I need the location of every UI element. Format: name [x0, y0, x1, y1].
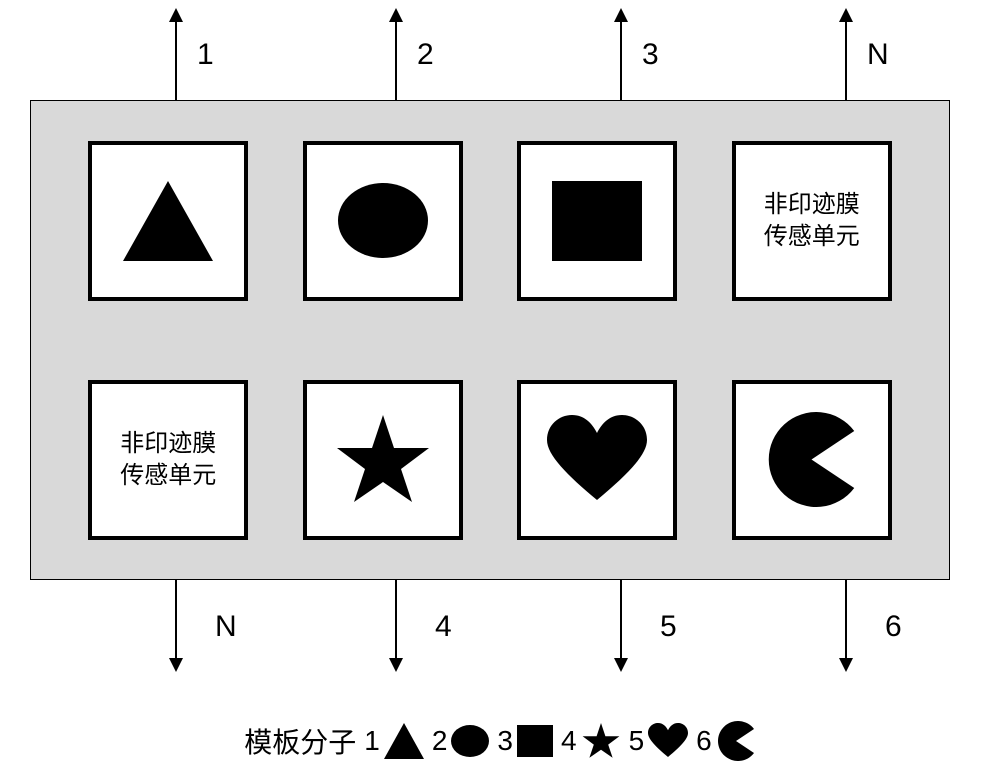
- text-line-2: 传感单元: [764, 223, 860, 250]
- text-line-2: 传感单元: [120, 462, 216, 489]
- legend-item-1: 1: [364, 723, 424, 759]
- pacman-icon: [764, 412, 859, 507]
- row-1: 非印迹膜 传感单元: [31, 101, 949, 340]
- legend-item-4: 4: [561, 721, 621, 761]
- legend-item-5: 5: [629, 723, 689, 759]
- cell-nonimprint-top: 非印迹膜 传感单元: [732, 141, 892, 301]
- legend-prefix: 模板分子: [244, 721, 356, 761]
- arrow-label: 6: [885, 610, 902, 644]
- cell-pacman: [732, 380, 892, 540]
- arrow-line: [620, 580, 622, 670]
- legend: 模板分子 1 2 3 4 5 6: [0, 721, 1000, 761]
- arrow-cell-n-bottom: N: [175, 580, 177, 670]
- arrow-cell-1: 1: [175, 10, 214, 100]
- square-icon: [552, 181, 642, 261]
- arrow-line: [175, 10, 177, 100]
- text-line-1: 非印迹膜: [764, 191, 860, 218]
- arrow-line: [395, 10, 397, 100]
- legend-num: 4: [561, 725, 577, 757]
- circle-icon: [338, 183, 428, 258]
- arrow-label: 5: [660, 610, 677, 644]
- cell-text: 非印迹膜 传感单元: [120, 428, 216, 490]
- star-icon: [581, 721, 621, 761]
- text-line-1: 非印迹膜: [120, 430, 216, 457]
- cell-square: [517, 141, 677, 301]
- cell-triangle: [88, 141, 248, 301]
- cell-heart: [517, 380, 677, 540]
- arrow-line: [620, 10, 622, 100]
- triangle-icon: [384, 723, 424, 759]
- heart-icon: [648, 723, 688, 759]
- arrow-line: [175, 580, 177, 670]
- legend-num: 6: [696, 725, 712, 757]
- arrow-label: N: [215, 610, 237, 644]
- square-icon: [517, 725, 553, 757]
- arrow-line: [395, 580, 397, 670]
- circle-icon: [451, 725, 489, 757]
- arrow-label: 4: [435, 610, 452, 644]
- arrow-cell-6: 6: [845, 580, 847, 670]
- arrow-line: [845, 580, 847, 670]
- arrow-cell-4: 4: [395, 580, 397, 670]
- legend-num: 1: [364, 725, 380, 757]
- legend-item-2: 2: [432, 725, 490, 757]
- arrow-cell-3: 3: [620, 10, 659, 100]
- arrow-line: [845, 10, 847, 100]
- legend-num: 3: [497, 725, 513, 757]
- heart-icon: [547, 415, 647, 505]
- cell-circle: [303, 141, 463, 301]
- cell-text: 非印迹膜 传感单元: [764, 189, 860, 251]
- cell-star: [303, 380, 463, 540]
- arrow-label: N: [867, 38, 889, 72]
- legend-item-6: 6: [696, 721, 756, 761]
- row-2: 非印迹膜 传感单元: [31, 340, 949, 579]
- arrow-cell-n-top: N: [845, 10, 889, 100]
- arrow-label: 2: [417, 38, 434, 72]
- legend-item-3: 3: [497, 725, 553, 757]
- pacman-icon: [716, 721, 756, 761]
- star-icon: [333, 410, 433, 510]
- arrow-label: 3: [642, 38, 659, 72]
- legend-num: 5: [629, 725, 645, 757]
- triangle-icon: [123, 181, 213, 261]
- cell-nonimprint-bottom: 非印迹膜 传感单元: [88, 380, 248, 540]
- sensor-array-panel: 非印迹膜 传感单元 非印迹膜 传感单元: [30, 100, 950, 580]
- legend-num: 2: [432, 725, 448, 757]
- arrow-label: 1: [197, 38, 214, 72]
- arrow-cell-2: 2: [395, 10, 434, 100]
- arrow-cell-5: 5: [620, 580, 622, 670]
